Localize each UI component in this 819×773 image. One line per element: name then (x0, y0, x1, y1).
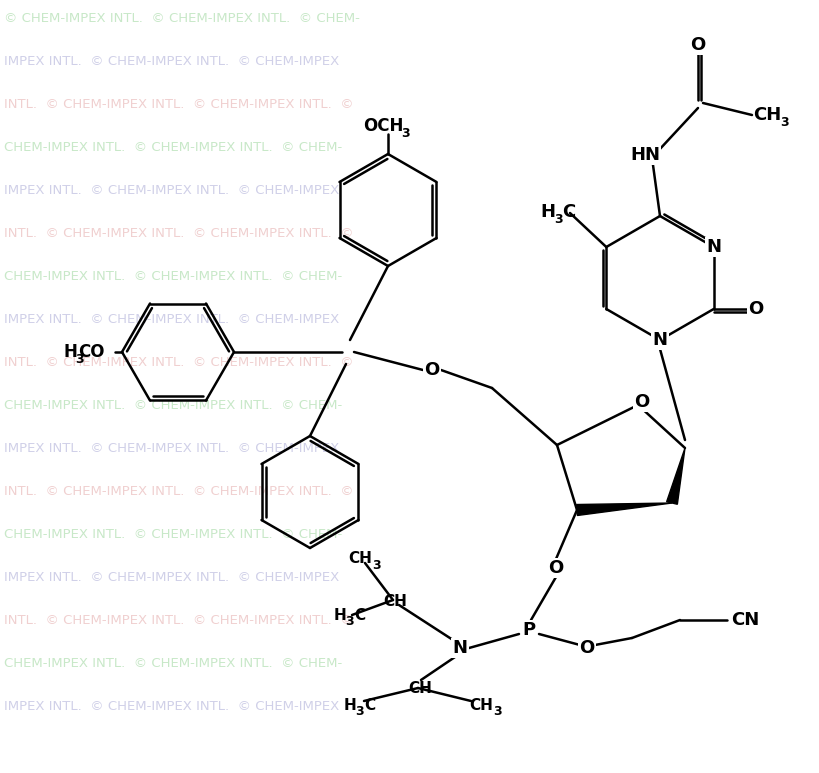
Text: INTL.  © CHEM-IMPEX INTL.  © CHEM-IMPEX INTL.  ©: INTL. © CHEM-IMPEX INTL. © CHEM-IMPEX IN… (4, 356, 353, 369)
Text: CH: CH (382, 594, 406, 608)
Text: 3: 3 (75, 352, 84, 366)
Text: CHEM-IMPEX INTL.  © CHEM-IMPEX INTL.  © CHEM-: CHEM-IMPEX INTL. © CHEM-IMPEX INTL. © CH… (4, 399, 342, 411)
Text: CN: CN (730, 611, 758, 629)
Text: CH: CH (752, 106, 781, 124)
Text: CHEM-IMPEX INTL.  © CHEM-IMPEX INTL.  © CHEM-: CHEM-IMPEX INTL. © CHEM-IMPEX INTL. © CH… (4, 656, 342, 669)
Text: CO: CO (78, 343, 104, 361)
Text: © CHEM-IMPEX INTL.  © CHEM-IMPEX INTL.  © CHEM-: © CHEM-IMPEX INTL. © CHEM-IMPEX INTL. © … (4, 12, 360, 25)
Text: 3: 3 (401, 127, 410, 139)
Text: INTL.  © CHEM-IMPEX INTL.  © CHEM-IMPEX INTL.  ©: INTL. © CHEM-IMPEX INTL. © CHEM-IMPEX IN… (4, 485, 353, 498)
Text: O: O (424, 361, 439, 379)
Text: 3: 3 (355, 704, 364, 717)
Text: CHEM-IMPEX INTL.  © CHEM-IMPEX INTL.  © CHEM-: CHEM-IMPEX INTL. © CHEM-IMPEX INTL. © CH… (4, 527, 342, 540)
Text: 3: 3 (780, 115, 789, 128)
Text: O: O (548, 559, 563, 577)
Text: OCH: OCH (362, 117, 403, 135)
Text: O: O (579, 639, 594, 657)
Text: O: O (690, 36, 705, 54)
Text: H: H (63, 343, 77, 361)
Text: INTL.  © CHEM-IMPEX INTL.  © CHEM-IMPEX INTL.  ©: INTL. © CHEM-IMPEX INTL. © CHEM-IMPEX IN… (4, 614, 353, 626)
Text: C: C (354, 608, 365, 622)
Text: C: C (364, 697, 375, 713)
Text: 3: 3 (372, 559, 381, 571)
Text: P: P (522, 621, 535, 639)
Text: IMPEX INTL.  © CHEM-IMPEX INTL.  © CHEM-IMPEX: IMPEX INTL. © CHEM-IMPEX INTL. © CHEM-IM… (4, 570, 339, 584)
Text: INTL.  © CHEM-IMPEX INTL.  © CHEM-IMPEX INTL.  ©: INTL. © CHEM-IMPEX INTL. © CHEM-IMPEX IN… (4, 97, 353, 111)
Text: IMPEX INTL.  © CHEM-IMPEX INTL.  © CHEM-IMPEX: IMPEX INTL. © CHEM-IMPEX INTL. © CHEM-IM… (4, 183, 339, 196)
Text: N: N (452, 639, 467, 657)
Text: CHEM-IMPEX INTL.  © CHEM-IMPEX INTL.  © CHEM-: CHEM-IMPEX INTL. © CHEM-IMPEX INTL. © CH… (4, 270, 342, 282)
Text: CH: CH (468, 697, 492, 713)
Text: IMPEX INTL.  © CHEM-IMPEX INTL.  © CHEM-IMPEX: IMPEX INTL. © CHEM-IMPEX INTL. © CHEM-IM… (4, 55, 339, 67)
Text: CH: CH (347, 550, 372, 566)
Text: C: C (562, 203, 575, 221)
Text: H: H (540, 203, 554, 221)
Text: IMPEX INTL.  © CHEM-IMPEX INTL.  © CHEM-IMPEX: IMPEX INTL. © CHEM-IMPEX INTL. © CHEM-IM… (4, 312, 339, 325)
Text: HN: HN (629, 146, 659, 164)
Text: H: H (343, 697, 356, 713)
Text: INTL.  © CHEM-IMPEX INTL.  © CHEM-IMPEX INTL.  ©: INTL. © CHEM-IMPEX INTL. © CHEM-IMPEX IN… (4, 226, 353, 240)
Text: 3: 3 (346, 615, 354, 628)
Polygon shape (576, 503, 672, 516)
Text: O: O (634, 393, 649, 411)
Polygon shape (666, 448, 684, 504)
Text: CHEM-IMPEX INTL.  © CHEM-IMPEX INTL.  © CHEM-: CHEM-IMPEX INTL. © CHEM-IMPEX INTL. © CH… (4, 141, 342, 154)
Text: H: H (333, 608, 346, 622)
Text: N: N (652, 331, 667, 349)
Text: 3: 3 (554, 213, 563, 226)
Text: CH: CH (408, 680, 432, 696)
Text: O: O (747, 300, 762, 318)
Text: IMPEX INTL.  © CHEM-IMPEX INTL.  © CHEM-IMPEX: IMPEX INTL. © CHEM-IMPEX INTL. © CHEM-IM… (4, 700, 339, 713)
Text: N: N (705, 238, 721, 256)
Text: IMPEX INTL.  © CHEM-IMPEX INTL.  © CHEM-IMPEX: IMPEX INTL. © CHEM-IMPEX INTL. © CHEM-IM… (4, 441, 339, 455)
Text: 3: 3 (493, 704, 502, 717)
